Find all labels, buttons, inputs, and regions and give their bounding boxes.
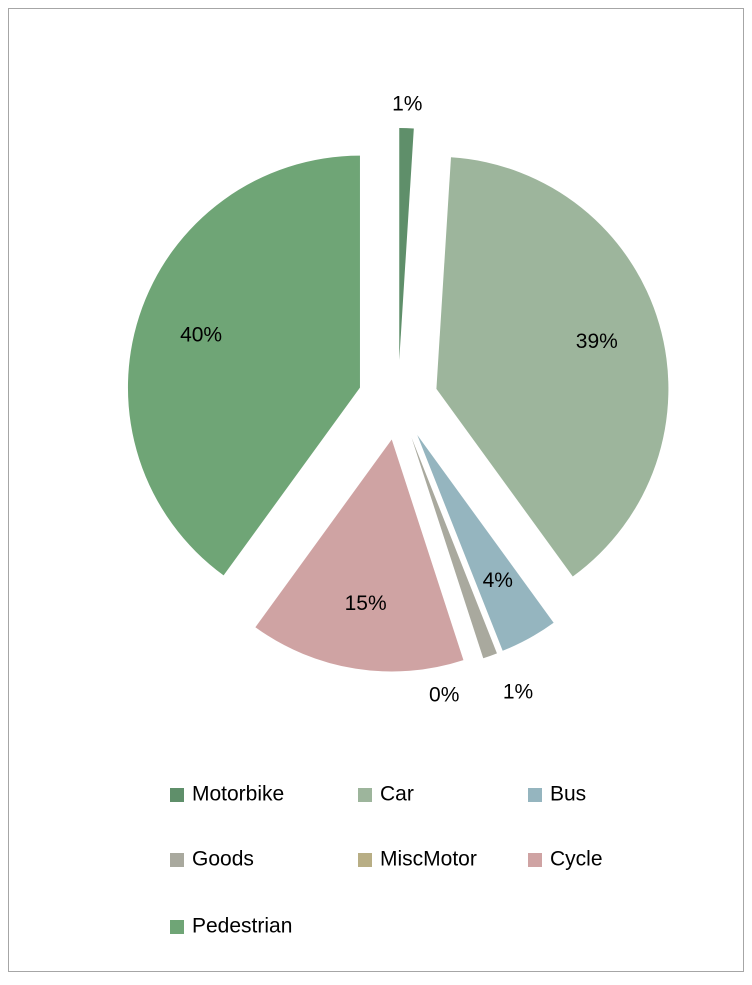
data-label: 40% (180, 324, 222, 347)
legend-swatch (358, 788, 372, 802)
legend-label: Car (380, 783, 414, 806)
data-label: 15% (345, 592, 387, 615)
pie-slice (411, 437, 497, 659)
legend-swatch (528, 788, 542, 802)
legend-label: Goods (192, 848, 254, 871)
legend-label: Bus (550, 783, 586, 806)
pie-slice (436, 157, 669, 577)
legend-label: Pedestrian (192, 915, 292, 938)
data-label: 4% (483, 569, 513, 592)
pie-slice (255, 439, 464, 672)
pie-slice (127, 155, 360, 576)
legend-swatch (528, 853, 542, 867)
legend-label: MiscMotor (380, 848, 477, 871)
legend-label: Cycle (550, 848, 603, 871)
legend-swatch (170, 853, 184, 867)
data-label: 1% (503, 680, 533, 703)
legend-label: Motorbike (192, 783, 284, 806)
pie-slice (399, 128, 414, 361)
data-label: 0% (429, 683, 459, 706)
legend-swatch (170, 920, 184, 934)
data-label: 39% (576, 330, 618, 353)
legend-swatch (358, 853, 372, 867)
legend-swatch (170, 788, 184, 802)
pie-slice (417, 435, 554, 651)
data-label: 1% (392, 92, 422, 115)
